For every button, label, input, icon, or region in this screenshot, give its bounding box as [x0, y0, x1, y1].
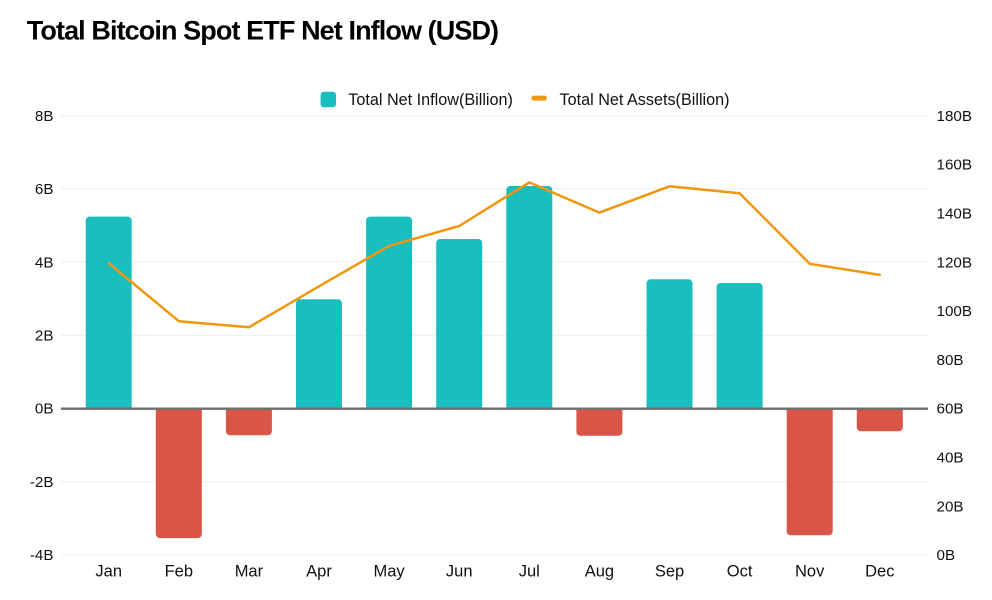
svg-text:Nov: Nov	[795, 563, 825, 581]
svg-text:Jun: Jun	[446, 563, 473, 581]
svg-text:80B: 80B	[937, 352, 964, 369]
svg-text:-4B: -4B	[30, 547, 54, 564]
svg-text:Total Net Assets(Billion): Total Net Assets(Billion)	[560, 91, 730, 109]
svg-text:20B: 20B	[937, 498, 964, 515]
svg-text:4B: 4B	[35, 254, 54, 271]
svg-text:0B: 0B	[937, 547, 956, 564]
svg-text:Total Bitcoin Spot ETF Net Inf: Total Bitcoin Spot ETF Net Inflow (USD)	[27, 15, 498, 45]
svg-text:120B: 120B	[937, 254, 972, 271]
svg-text:Apr: Apr	[306, 563, 332, 581]
svg-text:May: May	[374, 563, 406, 581]
svg-text:Oct: Oct	[727, 563, 753, 581]
svg-text:2B: 2B	[35, 328, 54, 345]
svg-text:Jul: Jul	[519, 563, 540, 581]
svg-text:Sep: Sep	[655, 563, 684, 581]
svg-text:Mar: Mar	[235, 563, 264, 581]
svg-text:Jan: Jan	[95, 563, 122, 581]
svg-text:0B: 0B	[35, 401, 54, 418]
svg-text:60B: 60B	[937, 401, 964, 418]
svg-text:Feb: Feb	[165, 563, 193, 581]
svg-text:Dec: Dec	[865, 563, 894, 581]
svg-text:-2B: -2B	[30, 474, 54, 491]
svg-text:140B: 140B	[937, 206, 972, 223]
svg-text:100B: 100B	[937, 303, 972, 320]
svg-text:180B: 180B	[937, 108, 972, 125]
svg-text:8B: 8B	[35, 108, 54, 125]
svg-text:Total Net Inflow(Billion): Total Net Inflow(Billion)	[348, 91, 513, 109]
svg-text:6B: 6B	[35, 181, 54, 198]
svg-text:40B: 40B	[937, 450, 964, 467]
svg-text:Aug: Aug	[585, 563, 614, 581]
svg-text:160B: 160B	[937, 157, 972, 174]
